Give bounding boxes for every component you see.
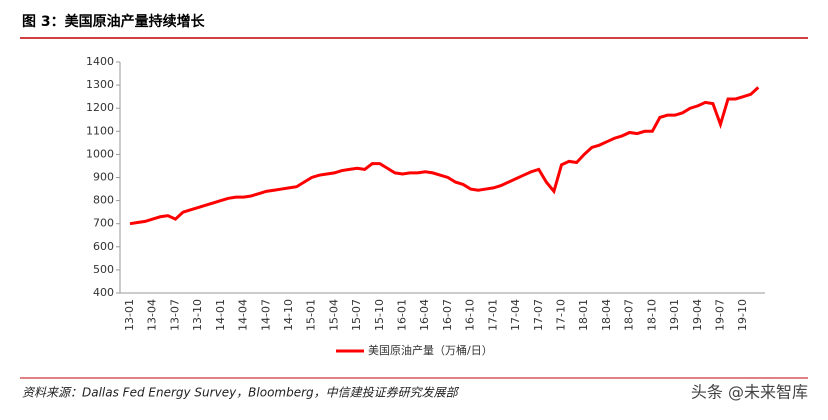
x-tick-label: 16-01 <box>396 299 409 331</box>
x-tick-label: 19-04 <box>691 299 704 331</box>
y-tick-label: 700 <box>93 217 114 230</box>
y-tick-label: 1200 <box>86 101 114 114</box>
legend-label: 美国原油产量（万桶/日） <box>368 343 493 357</box>
watermark: 头条 @未来智库 <box>691 383 808 402</box>
x-tick-label: 13-01 <box>123 299 136 331</box>
x-tick-label: 13-10 <box>191 299 204 331</box>
y-tick-label: 1300 <box>86 78 114 91</box>
y-tick-label: 600 <box>93 240 114 253</box>
y-tick-label: 900 <box>93 171 114 184</box>
x-tick-label: 17-10 <box>554 299 567 331</box>
x-tick-label: 19-01 <box>668 299 681 331</box>
y-tick-label: 400 <box>93 286 114 299</box>
chart-title: 图 3：美国原油产量持续增长 <box>22 13 206 30</box>
x-tick-label: 18-07 <box>623 299 636 331</box>
y-tick-label: 1000 <box>86 147 114 160</box>
x-tick-label: 17-07 <box>532 299 545 331</box>
x-tick-label: 17-04 <box>509 299 522 331</box>
y-tick-label: 500 <box>93 263 114 276</box>
x-tick-label: 17-01 <box>486 299 499 331</box>
x-tick-label: 14-10 <box>282 299 295 331</box>
x-tick-label: 18-10 <box>645 299 658 331</box>
x-tick-label: 15-01 <box>305 299 318 331</box>
x-tick-label: 16-10 <box>464 299 477 331</box>
y-tick-label: 1400 <box>86 55 114 68</box>
x-tick-label: 16-04 <box>418 299 431 331</box>
x-tick-label: 15-07 <box>350 299 363 331</box>
y-tick-label: 1100 <box>86 124 114 137</box>
x-tick-label: 14-04 <box>237 299 250 331</box>
x-tick-label: 13-04 <box>146 299 159 331</box>
x-tick-label: 14-01 <box>214 299 227 331</box>
x-tick-label: 18-01 <box>577 299 590 331</box>
x-tick-label: 14-07 <box>259 299 272 331</box>
x-tick-label: 19-10 <box>736 299 749 331</box>
source: 资料来源：Dallas Fed Energy Survey，Bloomberg，… <box>22 386 460 400</box>
x-tick-label: 16-07 <box>441 299 454 331</box>
x-tick-label: 19-07 <box>713 299 726 331</box>
x-tick-label: 18-04 <box>600 299 613 331</box>
x-tick-label: 15-10 <box>373 299 386 331</box>
y-tick-label: 800 <box>93 194 114 207</box>
line <box>129 86 760 226</box>
x-tick-label: 15-04 <box>327 299 340 331</box>
x-tick-label: 13-07 <box>168 299 181 331</box>
